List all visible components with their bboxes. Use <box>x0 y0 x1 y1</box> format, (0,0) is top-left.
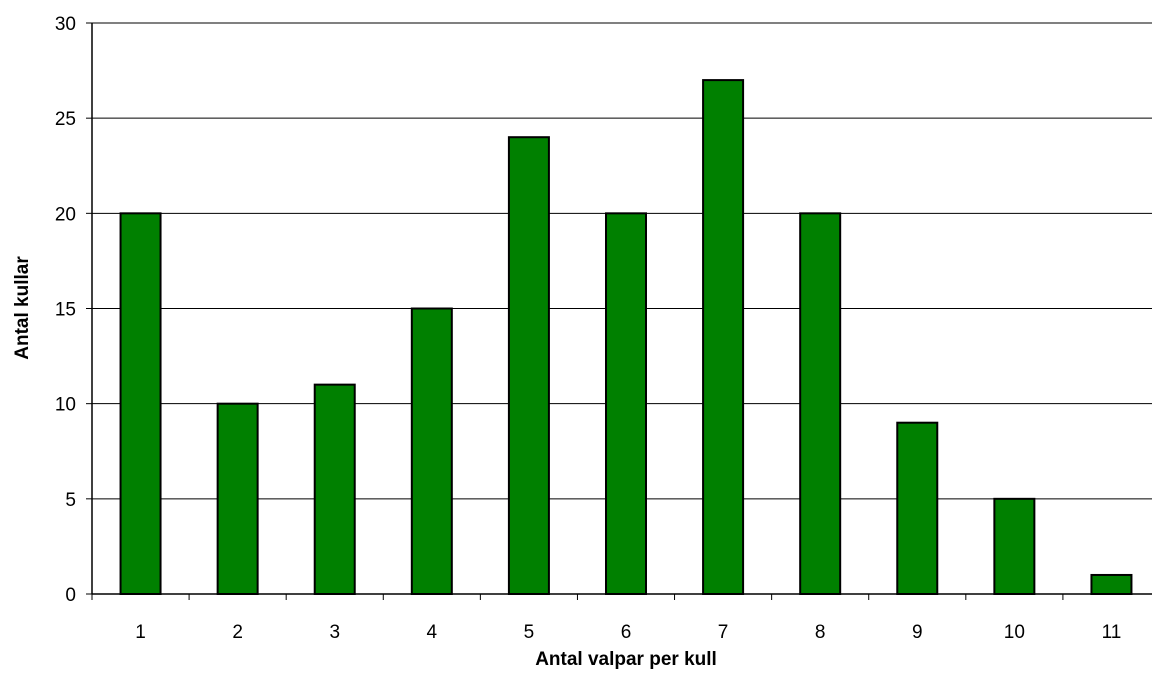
x-tick-label: 11 <box>1102 622 1122 643</box>
y-tick-label: 10 <box>55 395 76 416</box>
bar <box>410 307 453 595</box>
y-tick-label: 0 <box>65 585 76 606</box>
y-tick-labels: 0 5 10 15 20 25 30 <box>55 14 76 606</box>
bar <box>896 421 939 596</box>
x-tick-label: 7 <box>718 622 729 643</box>
y-tick-label: 30 <box>55 14 76 35</box>
bar <box>702 79 745 596</box>
x-tick-label: 6 <box>621 622 632 643</box>
y-tick-label: 5 <box>65 490 76 511</box>
y-tick-label: 25 <box>55 109 76 130</box>
y-tick-label: 15 <box>55 300 76 321</box>
x-tick-label: 3 <box>329 622 340 643</box>
bar <box>119 212 162 595</box>
y-tick-label: 20 <box>55 204 76 225</box>
bar <box>507 136 550 595</box>
bar <box>216 402 259 595</box>
x-tick-label: 5 <box>524 622 535 643</box>
x-tick-label: 2 <box>232 622 243 643</box>
x-tick-label: 1 <box>135 622 146 643</box>
axes <box>86 22 1152 600</box>
x-tick-label: 4 <box>427 622 438 643</box>
x-tick-label: 9 <box>912 622 923 643</box>
x-tick-labels: 1 2 3 4 5 6 7 8 9 10 11 <box>135 622 1121 643</box>
bars <box>119 79 1133 596</box>
bar <box>993 497 1036 596</box>
bar <box>1090 573 1133 596</box>
bar <box>313 383 356 595</box>
bar <box>799 212 842 595</box>
x-tick-label: 10 <box>1004 622 1025 643</box>
bar <box>605 212 647 595</box>
x-axis-title: Antal valpar per kull <box>535 649 717 670</box>
x-tick-label: 8 <box>815 622 826 643</box>
y-axis-title: Antal kullar <box>12 256 33 360</box>
